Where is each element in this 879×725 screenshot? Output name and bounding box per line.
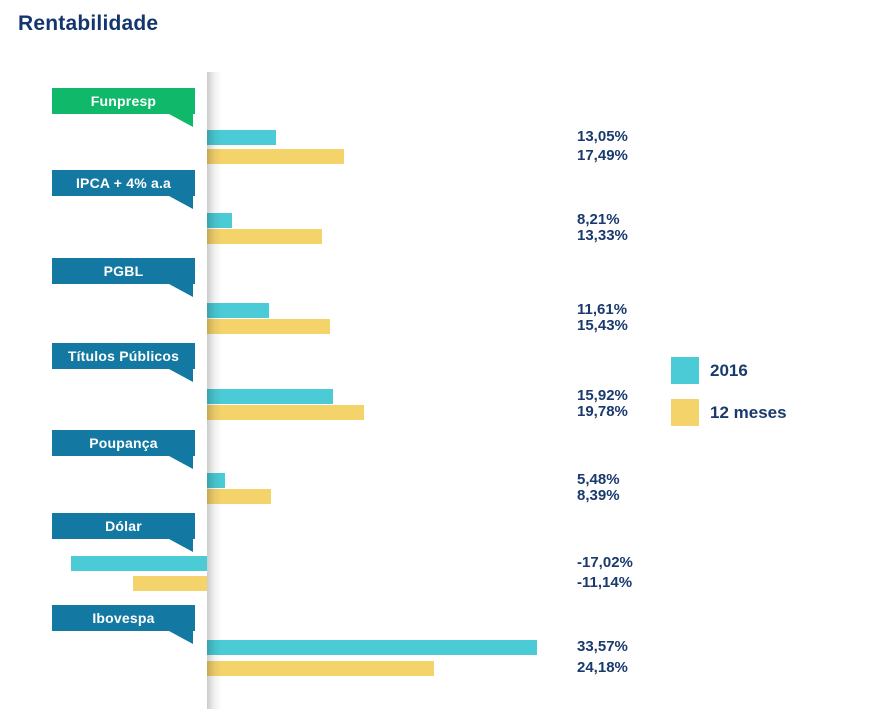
legend-item-12meses: 12 meses <box>671 399 787 426</box>
legend-swatch-12meses <box>671 399 699 426</box>
category-tag-poupanca: Poupança <box>52 430 195 469</box>
value-2016-ipca-4-a-a: 8,21% <box>577 211 620 228</box>
legend-label-2016: 2016 <box>710 360 748 380</box>
category-label-pgbl: PGBL <box>103 263 144 279</box>
bar-2016-titulos-publicos <box>207 389 333 404</box>
value-2016-ibovespa: 33,57% <box>577 638 628 655</box>
value-2016-pgbl: 11,61% <box>577 301 628 318</box>
bar-2016-dolar <box>71 556 207 571</box>
tag-tail-dolar <box>169 539 193 552</box>
value-2016-titulos-publicos: 15,92% <box>577 387 628 404</box>
tag-tail-ipca-4-a-a <box>169 196 193 209</box>
value-12-meses-pgbl: 15,43% <box>577 317 628 334</box>
value-12-meses-ipca-4-a-a: 13,33% <box>577 227 628 244</box>
tag-tail-poupanca <box>169 456 193 469</box>
bar-12-meses-funpresp <box>207 149 344 164</box>
tag-tail-titulos-publicos <box>169 369 193 382</box>
legend-item-2016: 2016 <box>671 357 748 384</box>
bar-2016-pgbl <box>207 303 269 318</box>
value-2016-dolar: -17,02% <box>577 554 633 571</box>
category-tag-pgbl: PGBL <box>52 258 195 297</box>
category-tag-funpresp: Funpresp <box>52 88 195 127</box>
page-title: Rentabilidade <box>18 12 159 35</box>
bar-12-meses-ibovespa <box>207 661 434 676</box>
value-12-meses-poupanca: 8,39% <box>577 487 620 504</box>
category-tag-dolar: Dólar <box>52 513 195 552</box>
bar-12-meses-titulos-publicos <box>207 405 364 420</box>
value-2016-poupanca: 5,48% <box>577 471 620 488</box>
category-label-poupanca: Poupança <box>89 435 158 451</box>
bar-2016-ipca-4-a-a <box>207 213 232 228</box>
bar-12-meses-ipca-4-a-a <box>207 229 322 244</box>
category-label-dolar: Dólar <box>105 518 142 534</box>
value-2016-funpresp: 13,05% <box>577 128 628 145</box>
category-tag-titulos-publicos: Títulos Públicos <box>52 343 195 382</box>
bar-12-meses-poupanca <box>207 489 271 504</box>
value-12-meses-funpresp: 17,49% <box>577 147 628 164</box>
legend-swatch-2016 <box>671 357 699 384</box>
value-12-meses-dolar: -11,14% <box>577 574 633 591</box>
legend-label-12meses: 12 meses <box>710 402 787 422</box>
bar-2016-funpresp <box>207 130 276 145</box>
category-label-ipca-4-a-a: IPCA + 4% a.a <box>75 175 172 191</box>
category-tag-ipca-4-a-a: IPCA + 4% a.a <box>52 170 195 209</box>
category-label-titulos-publicos: Títulos Públicos <box>67 348 180 364</box>
category-tag-ibovespa: Ibovespa <box>52 605 195 644</box>
bar-12-meses-pgbl <box>207 319 330 334</box>
value-12-meses-ibovespa: 24,18% <box>577 659 628 676</box>
category-label-ibovespa: Ibovespa <box>92 610 155 626</box>
bar-2016-ibovespa <box>207 640 537 655</box>
bar-12-meses-dolar <box>133 576 207 591</box>
tag-tail-pgbl <box>169 284 193 297</box>
tag-tail-ibovespa <box>169 631 193 644</box>
bar-2016-poupanca <box>207 473 225 488</box>
tag-tail-funpresp <box>169 114 193 127</box>
value-12-meses-titulos-publicos: 19,78% <box>577 403 628 420</box>
category-label-funpresp: Funpresp <box>90 93 157 109</box>
